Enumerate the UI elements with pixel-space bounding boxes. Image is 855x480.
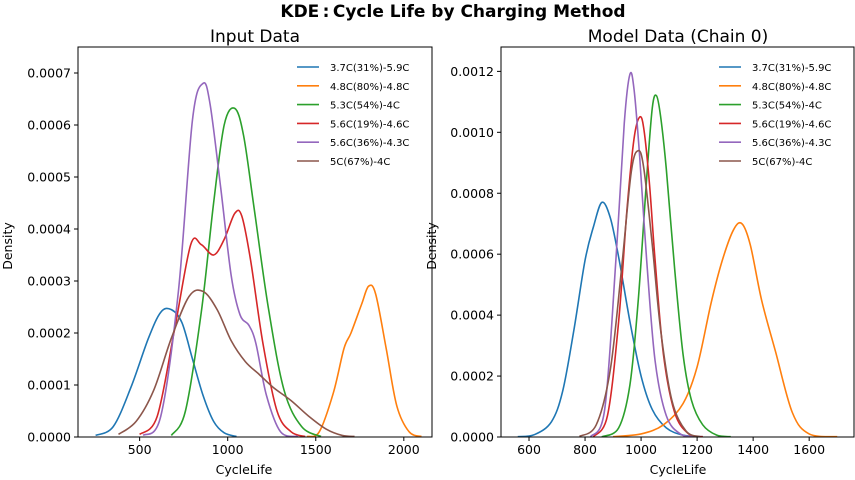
panel-0-xlabel: CycleLife [216,462,273,477]
y-tick-label: 0.0000 [450,430,494,445]
kde-line-4.8C(80%)-4.8C [306,284,422,438]
panel-1-title: Model Data (Chain 0) [588,27,768,47]
y-tick-label: 0.0000 [27,430,71,445]
y-tick-label: 0.0010 [450,125,494,140]
legend-label: 5.3C(54%)-4C [752,101,822,112]
kde-line-5C(67%)-4C [118,289,355,438]
y-tick-label: 0.0001 [27,378,71,393]
kde-line-5.6C(19%)-4.6C [592,115,703,438]
kde-line-5.3C(54%)-4C [601,94,731,438]
y-tick-label: 0.0006 [27,118,71,133]
x-tick-label: 800 [573,442,597,457]
y-tick-label: 0.0002 [450,369,494,384]
x-tick-label: 1600 [793,442,825,457]
legend-label: 5C(67%)-4C [752,157,812,168]
y-tick-label: 0.0007 [27,66,71,81]
panel-1-xlabel: CycleLife [650,462,707,477]
x-tick-label: 1500 [300,442,332,457]
panel-0-legend: 3.7C(31%)-5.9C 4.8C(80%)-4.8C 5.3C(54%)-4C… [297,63,409,168]
kde-line-5.6C(36%)-4.3C [589,71,695,438]
legend-label: 4.8C(80%)-4.8C [752,82,831,93]
x-tick-label: 600 [517,442,541,457]
x-tick-label: 1400 [737,442,769,457]
y-tick-label: 0.0004 [450,308,494,323]
panel-0-lines [95,82,422,438]
x-tick-label: 2000 [388,442,420,457]
legend-label: 5.6C(19%)-4.6C [330,119,409,130]
panel-0-ticks: 500 1000 1500 2000 0.0000 0.0001 0.0002 0.0003 0… [27,66,420,458]
y-tick-label: 0.0012 [450,64,494,79]
y-tick-label: 0.0006 [450,247,494,262]
y-tick-label: 0.0004 [27,222,71,237]
kde-line-5.6C(36%)-4.3C [142,82,299,438]
figure-title: KDE : Cycle Life by Charging Method [280,2,625,22]
model-data-panel: Model Data (Chain 0) CycleLife Density 6… [424,27,855,477]
legend-label: 3.7C(31%)-5.9C [752,63,831,74]
panel-0-axes-frame [77,46,433,438]
y-tick-label: 0.0005 [27,170,71,185]
panel-1-lines [517,71,838,438]
panel-1-ylabel: Density [424,222,439,270]
x-tick-label: 1000 [212,442,244,457]
legend-label: 5C(67%)-4C [330,157,390,168]
x-tick-label: 1000 [625,442,657,457]
y-tick-label: 0.0003 [27,274,71,289]
x-tick-label: 500 [128,442,152,457]
panel-1-axes-frame [500,46,855,438]
panel-1-legend: 3.7C(31%)-5.9C 4.8C(80%)-4.8C 5.3C(54%)-4C… [719,63,831,168]
x-tick-label: 1200 [681,442,713,457]
legend-label: 4.8C(80%)-4.8C [330,82,409,93]
panel-0-ylabel: Density [0,222,15,270]
kde-line-3.7C(31%)-5.9C [517,201,703,438]
kde-line-5C(67%)-4C [578,149,701,438]
legend-label: 5.6C(19%)-4.6C [752,119,831,130]
y-tick-label: 0.0002 [27,326,71,341]
y-tick-label: 0.0008 [450,186,494,201]
input-data-panel: Input Data CycleLife Density 500 1000 1500… [0,27,433,477]
legend-label: 5.6C(36%)-4.3C [330,138,409,149]
kde-line-4.8C(80%)-4.8C [612,221,838,438]
legend-label: 5.3C(54%)-4C [330,101,400,112]
kde-line-5.3C(54%)-4C [170,107,322,438]
panel-1-ticks: 600 800 1000 1200 1400 1600 0.0000 0.0002 0.0004… [450,64,825,457]
legend-label: 5.6C(36%)-4.3C [752,138,831,149]
panel-0-title: Input Data [210,27,300,47]
legend-label: 3.7C(31%)-5.9C [330,63,409,74]
